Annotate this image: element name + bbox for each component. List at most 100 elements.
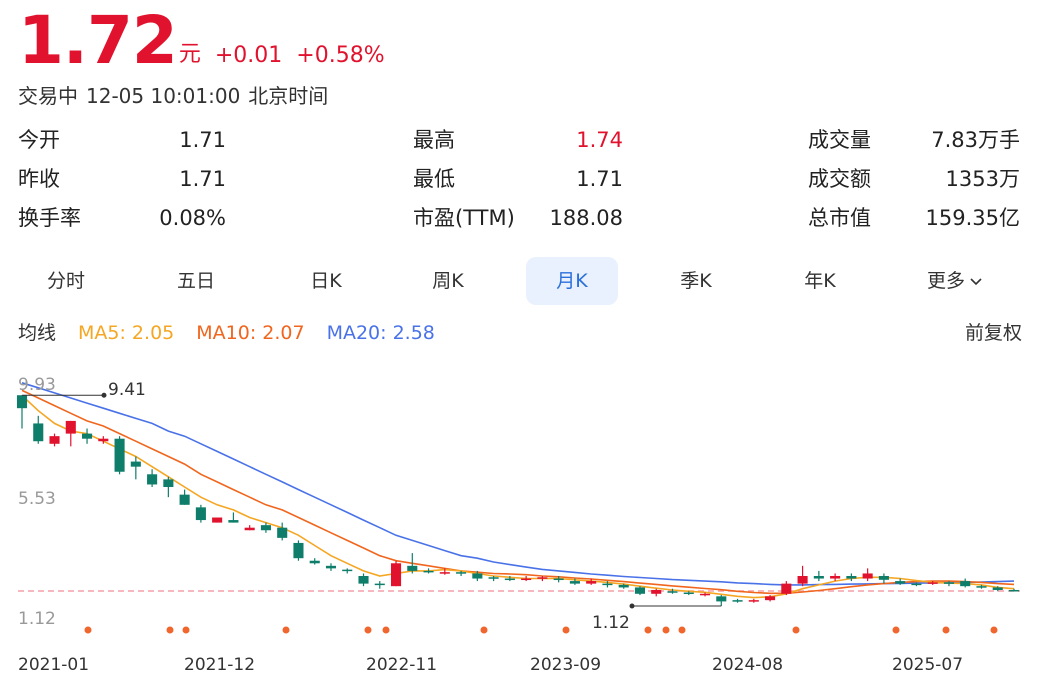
candle-body: [244, 527, 255, 531]
candle: [699, 592, 711, 597]
candle-body: [114, 438, 125, 472]
candle: [342, 568, 353, 574]
candle: [667, 588, 678, 594]
candle: [98, 436, 109, 444]
y-tick-min: 1.12: [18, 609, 56, 629]
price-unit: 元: [178, 42, 201, 67]
candle-body: [634, 587, 646, 594]
ma20-line: [21, 382, 1015, 586]
event-marker-dot: [662, 626, 670, 634]
candle: [212, 517, 223, 523]
event-marker-dot: [792, 626, 800, 634]
x-tick: 2024-08: [712, 655, 783, 675]
candle: [374, 581, 385, 589]
event-marker-dot: [562, 626, 570, 634]
candle: [895, 578, 906, 585]
candle: [488, 575, 499, 582]
tab-more-label: 更多: [926, 270, 965, 292]
candle: [114, 436, 125, 475]
event-marker-dot: [84, 626, 92, 634]
candle: [439, 568, 450, 575]
current-price: 1.72: [18, 2, 178, 79]
candle: [732, 598, 743, 603]
candle-body: [976, 586, 987, 588]
status-label: 交易中: [18, 84, 78, 108]
tab-quarterly-k[interactable]: 季K: [680, 270, 712, 292]
stat-value: 188.08: [549, 206, 623, 230]
status-datetime: 12-05 10:01:00: [86, 84, 241, 108]
candle-body: [911, 583, 922, 586]
tab-five-day[interactable]: 五日: [176, 270, 215, 292]
candle: [976, 584, 987, 589]
price-header: 1.72 元 +0.01 +0.58%: [18, 2, 385, 74]
candle-body: [992, 587, 1003, 590]
candle: [179, 489, 190, 505]
stat-value: 159.35亿: [925, 206, 1020, 230]
candle: [830, 573, 841, 582]
candle-body: [683, 592, 694, 595]
ma10-value: MA10: 2.07: [196, 322, 305, 344]
candle-body: [943, 582, 954, 584]
candle: [244, 525, 255, 531]
candle-body: [781, 583, 792, 594]
ma5-value: MA5: 2.05: [78, 322, 175, 344]
candle: [260, 522, 271, 533]
candle: [325, 563, 337, 571]
event-marker-dot: [990, 626, 998, 634]
candle: [228, 512, 239, 523]
trading-status: 交易中 12-05 10:01:00 北京时间: [18, 80, 336, 109]
candle-body: [65, 420, 76, 434]
candle: [407, 553, 418, 574]
ma10-line: [21, 389, 1015, 595]
monthly-k-chart: 9.93 5.53 1.12 9.41 1.12 2021-01 2021-12…: [16, 375, 1020, 675]
candle-body: [488, 577, 499, 579]
candle-body: [521, 578, 532, 581]
tab-monthly-k[interactable]: 月K: [526, 257, 618, 305]
max-price-label: 9.41: [108, 380, 146, 400]
candle-body: [765, 596, 776, 601]
event-marker-dot: [480, 626, 488, 634]
candle-body: [439, 572, 450, 574]
adjust-toggle[interactable]: 前复权: [964, 322, 1022, 344]
tab-yearly-k[interactable]: 年K: [804, 270, 836, 292]
tab-weekly-k[interactable]: 周K: [432, 270, 464, 292]
event-marker-dot: [282, 626, 290, 634]
price-change-pct: +0.58%: [296, 43, 385, 68]
candle-body: [472, 573, 483, 579]
candle: [537, 575, 548, 582]
stat-value: 1.71: [179, 167, 226, 191]
candle: [33, 415, 44, 444]
candle-body: [195, 507, 206, 521]
tab-more[interactable]: 更多: [900, 257, 1010, 305]
candle: [569, 578, 580, 585]
candle: [504, 575, 515, 582]
candle: [846, 573, 857, 582]
candle-body: [147, 474, 158, 485]
candle-body: [163, 479, 174, 488]
candle: [1008, 588, 1020, 592]
candle-body: [927, 582, 938, 584]
candle-body: [651, 589, 662, 594]
candle-body: [293, 542, 304, 559]
candle: [423, 568, 434, 574]
candle-body: [830, 575, 841, 579]
tab-daily-k[interactable]: 日K: [310, 270, 342, 292]
candle: [602, 581, 613, 588]
candle: [309, 558, 320, 565]
candle-body: [212, 517, 223, 523]
candle: [390, 560, 402, 587]
candle-body: [716, 596, 727, 602]
candle-body: [878, 575, 889, 580]
candle-body: [309, 560, 320, 564]
tab-intraday[interactable]: 分时: [46, 270, 85, 292]
candle-body: [813, 575, 824, 579]
x-tick: 2023-09: [530, 655, 601, 675]
candle-body: [407, 565, 418, 571]
candle: [163, 476, 174, 498]
candle: [147, 469, 158, 488]
stat-label: 成交量: [808, 128, 871, 152]
min-price-label: 1.12: [592, 613, 630, 633]
candle-body: [374, 583, 385, 586]
candle: [293, 540, 304, 561]
candle-body: [586, 581, 597, 584]
